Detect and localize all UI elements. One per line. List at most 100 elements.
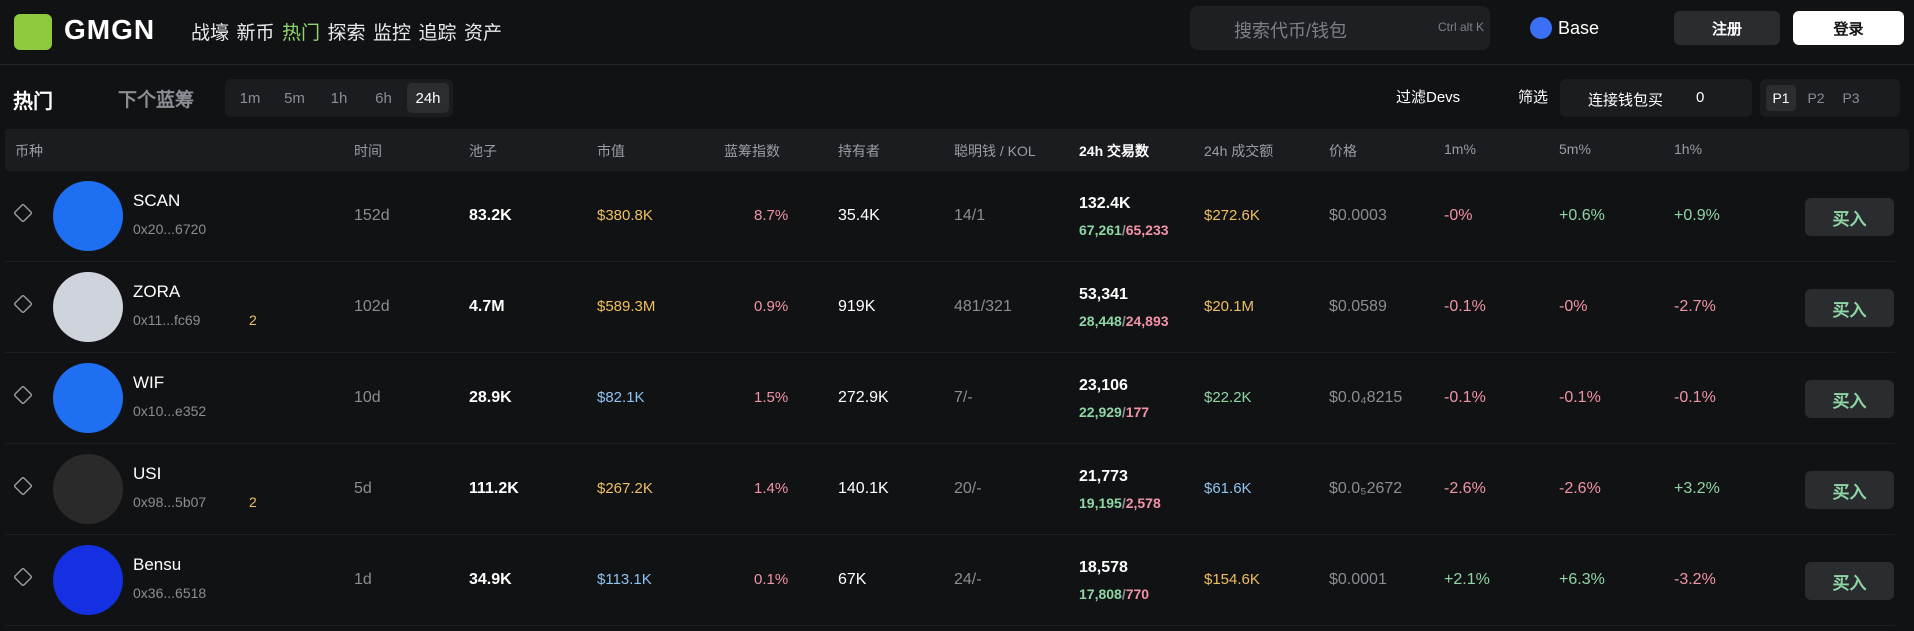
column-header[interactable]: 24h 交易数 [1079,143,1150,159]
search-box[interactable]: 搜索代币/钱包 Ctrl alt K [1190,6,1490,50]
page-tab[interactable]: P2 [1807,90,1825,106]
buy-count: 19,195 [1079,495,1122,511]
change-m1: +2.1% [1444,571,1490,588]
favorite-star[interactable] [13,385,33,405]
column-header[interactable]: 1h% [1674,141,1703,157]
favorite-star[interactable] [13,567,33,587]
token-row[interactable]: Bensu 0x36...6518 1d 34.9K $113.1K 0.1% 67K 24/… [5,535,1895,626]
price: $0.0₄8215 [1329,389,1403,406]
change-m1: -0% [1444,207,1473,224]
change-m5: -0.1% [1559,389,1601,406]
login-button[interactable]: 登录 [1793,11,1904,45]
token-name[interactable]: SCAN [133,191,181,210]
token-row[interactable]: USI 0x98...5b07 2 5d 111.2K $267.2K 1.4% 140.1K… [5,444,1895,535]
nav-link[interactable]: 监控 [373,23,412,44]
nav-link[interactable]: 新币 [236,23,275,44]
token-avatar [53,545,123,615]
page-tab[interactable]: P3 [1842,90,1860,106]
buy-button[interactable]: 买入 [1805,198,1894,236]
volume: $22.2K [1204,389,1252,406]
nav-link[interactable]: 追踪 [418,23,457,44]
price: $0.0589 [1329,298,1387,315]
chain-select[interactable]: Base [1558,18,1600,38]
filter-button[interactable]: 筛选 [1518,89,1549,106]
change-h1: +3.2% [1674,480,1720,497]
kol-count: 2 [249,494,257,510]
buy-button[interactable]: 买入 [1805,380,1894,418]
next-bluechip-tab[interactable]: 下个蓝筹 [118,90,195,111]
column-header[interactable]: 池子 [469,143,497,159]
page-group: P1 P2 P3 [1760,79,1900,117]
timeframe-tab[interactable]: 1m [239,89,261,107]
filter-devs[interactable]: 过滤Devs [1396,89,1461,106]
token-age: 10d [354,389,381,406]
buy-button[interactable]: 买入 [1805,471,1894,509]
timeframe-tab[interactable]: 24h [407,83,449,113]
price: $0.0001 [1329,571,1387,588]
register-button[interactable]: 注册 [1674,11,1780,45]
column-header[interactable]: 市值 [597,143,625,159]
column-header[interactable]: 蓝筹指数 [724,143,780,159]
token-address[interactable]: 0x20...6720 [133,221,207,237]
nav-link[interactable]: 战壕 [191,23,230,44]
smart-kol: 20/- [954,480,982,497]
buy-count: 22,929 [1079,404,1122,420]
token-name[interactable]: ZORA [133,282,181,301]
token-name[interactable]: USI [133,464,162,483]
token-row[interactable]: WIF 0x10...e352 10d 28.9K $82.1K 1.5% 272.9K 7/… [5,353,1895,444]
token-avatar [53,454,123,524]
timeframe-tab[interactable]: 5m [284,89,305,107]
token-row[interactable]: SCAN 0x20...6720 152d 83.2K $380.8K 8.7% 35.4K… [5,171,1895,262]
column-header[interactable]: 时间 [354,143,382,159]
pool-size: 28.9K [469,389,512,406]
change-m5: +0.6% [1559,207,1605,224]
timeframe-tab[interactable]: 1h [330,89,348,107]
column-header[interactable]: 币种 [15,143,43,159]
favorite-star[interactable] [13,476,33,496]
page-tab[interactable]: P1 [1766,85,1796,111]
token-address[interactable]: 0x10...e352 [133,403,207,419]
token-name[interactable]: WIF [133,373,165,392]
wallet-box[interactable]: 连接钱包买 0 [1560,79,1752,117]
nav-link[interactable]: 探索 [327,23,366,44]
buys-sells: 28,44824,893 [1079,313,1169,329]
column-header[interactable]: 持有者 [838,143,880,159]
column-header[interactable]: 价格 [1329,143,1357,159]
timeframe-tab[interactable]: 6h [375,89,392,107]
change-m5: +6.3% [1559,571,1605,588]
buys-sells: 22,929177 [1079,404,1149,420]
token-name[interactable]: Bensu [133,555,182,574]
column-header[interactable]: 聪明钱 / KOL [954,143,1036,159]
bluechip-index: 1.4% [754,480,789,497]
column-header[interactable]: 24h 成交额 [1204,143,1274,159]
favorite-star[interactable] [13,203,33,223]
token-address[interactable]: 0x36...6518 [133,585,207,601]
token-address[interactable]: 0x11...fc69 [133,312,201,328]
column-header[interactable]: 5m% [1559,141,1591,157]
nav-link[interactable]: 资产 [464,23,503,44]
pool-size: 34.9K [469,571,512,588]
change-m5: -2.6% [1559,480,1601,497]
change-m1: -0.1% [1444,389,1486,406]
bluechip-index: 0.1% [754,571,789,588]
pool-size: 83.2K [469,207,512,224]
favorite-star[interactable] [13,294,33,314]
tx-count: 18,578 [1079,559,1128,576]
nav-link[interactable]: 热门 [282,23,321,44]
pool-size: 4.7M [469,298,505,315]
chain-icon [1530,17,1552,39]
toolbar: 热门 下个蓝筹 1m 5m 1h 6h 24h 过滤Devs 筛选 连接钱包买 0 P1… [0,65,1914,128]
token-row[interactable]: ZORA 0x11...fc69 2 102d 4.7M $589.3M 0.9% 919K 4… [5,262,1895,353]
buy-button[interactable]: 买入 [1805,289,1894,327]
buy-count: 17,808 [1079,586,1122,602]
buy-button[interactable]: 买入 [1805,562,1894,600]
column-header[interactable]: 1m% [1444,141,1476,157]
bluechip-index: 8.7% [754,207,789,224]
top-nav: GMGN 战壕 新币 热门 探索 监控 追踪 资产 搜索代币/钱包 Ctrl alt K B… [0,0,1914,65]
token-avatar [53,363,123,433]
volume: $20.1M [1204,298,1255,315]
token-address[interactable]: 0x98...5b07 [133,494,207,510]
holders: 35.4K [838,207,880,224]
volume: $272.6K [1204,207,1260,224]
logo[interactable]: GMGN [64,14,156,45]
